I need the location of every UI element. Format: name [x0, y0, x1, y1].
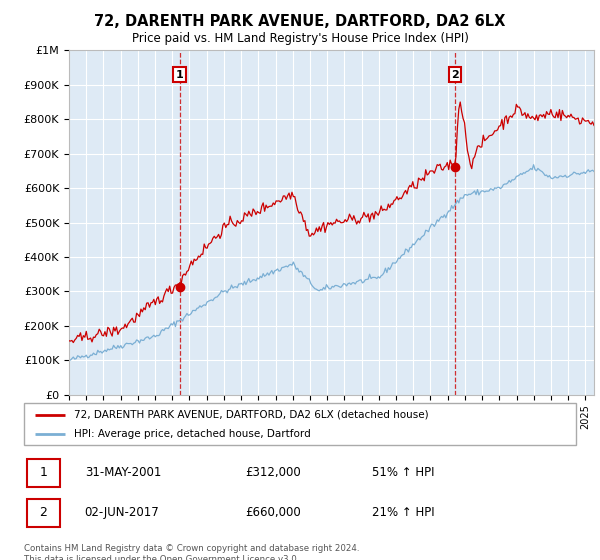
Text: 31-MAY-2001: 31-MAY-2001 [85, 466, 161, 479]
FancyBboxPatch shape [27, 459, 60, 487]
Text: £660,000: £660,000 [245, 506, 301, 519]
Text: 51% ↑ HPI: 51% ↑ HPI [372, 466, 434, 479]
Text: Contains HM Land Registry data © Crown copyright and database right 2024.
This d: Contains HM Land Registry data © Crown c… [24, 544, 359, 560]
Text: 1: 1 [176, 69, 184, 80]
Text: 72, DARENTH PARK AVENUE, DARTFORD, DA2 6LX: 72, DARENTH PARK AVENUE, DARTFORD, DA2 6… [94, 14, 506, 29]
Text: 2: 2 [451, 69, 459, 80]
Text: 2: 2 [40, 506, 47, 519]
Text: 21% ↑ HPI: 21% ↑ HPI [372, 506, 434, 519]
Text: 72, DARENTH PARK AVENUE, DARTFORD, DA2 6LX (detached house): 72, DARENTH PARK AVENUE, DARTFORD, DA2 6… [74, 409, 428, 419]
Text: HPI: Average price, detached house, Dartford: HPI: Average price, detached house, Dart… [74, 429, 310, 439]
FancyBboxPatch shape [24, 403, 576, 445]
Text: 1: 1 [40, 466, 47, 479]
Text: £312,000: £312,000 [245, 466, 301, 479]
Text: Price paid vs. HM Land Registry's House Price Index (HPI): Price paid vs. HM Land Registry's House … [131, 32, 469, 45]
Text: 02-JUN-2017: 02-JUN-2017 [85, 506, 160, 519]
FancyBboxPatch shape [27, 499, 60, 526]
